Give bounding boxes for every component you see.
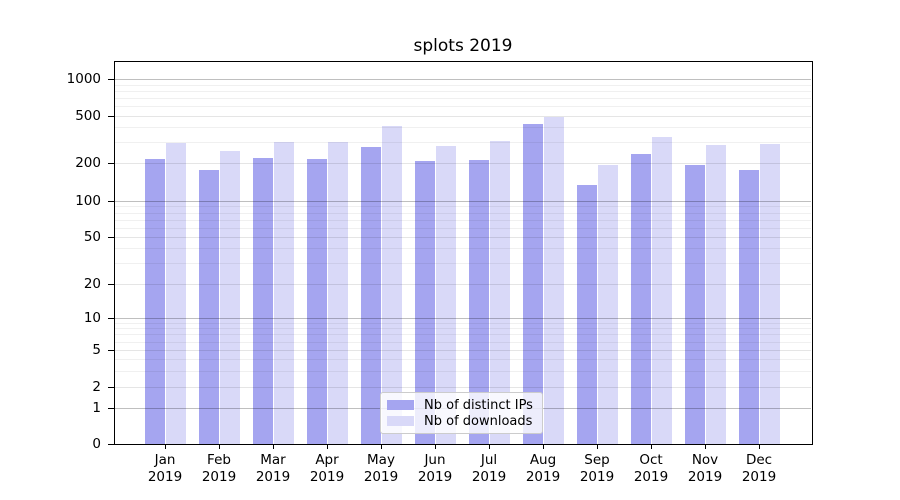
x-tick-mark-oct xyxy=(651,445,652,449)
x-tick-label-jun: Jun 2019 xyxy=(417,452,453,485)
legend-label-distinct-ips: Nb of distinct IPs xyxy=(424,397,533,413)
bar-distinct-ips-jan xyxy=(144,159,165,444)
x-tick-mark-apr xyxy=(327,445,328,449)
y-tick-label-5: 5 xyxy=(92,342,101,358)
y-tick-mark-100 xyxy=(108,201,114,202)
x-tick-mark-jun xyxy=(435,445,436,449)
x-tick-mark-feb xyxy=(219,445,220,449)
bar-distinct-ips-dec xyxy=(738,169,759,444)
y-tick-label-10: 10 xyxy=(83,310,101,326)
legend-swatch-distinct-ips xyxy=(387,400,414,410)
bar-distinct-ips-jun xyxy=(414,161,435,444)
y-tick-label-0: 0 xyxy=(92,436,101,452)
x-tick-label-nov: Nov 2019 xyxy=(687,452,723,485)
y-tick-mark-20 xyxy=(108,284,114,285)
bar-downloads-mar xyxy=(273,142,294,444)
bar-downloads-aug xyxy=(543,116,564,444)
x-tick-label-sep: Sep 2019 xyxy=(579,452,615,485)
y-tick-mark-1000 xyxy=(108,79,114,80)
bar-distinct-ips-may xyxy=(360,147,381,444)
x-tick-label-feb: Feb 2019 xyxy=(201,452,237,485)
y-tick-mark-1 xyxy=(108,408,114,409)
bar-distinct-ips-sep xyxy=(576,184,597,444)
y-tick-mark-5 xyxy=(108,350,114,351)
legend: Nb of distinct IPs Nb of downloads xyxy=(380,392,543,434)
bar-downloads-apr xyxy=(327,142,348,444)
x-tick-label-oct: Oct 2019 xyxy=(633,452,669,485)
bar-distinct-ips-mar xyxy=(252,157,273,444)
chart-title: splots 2019 xyxy=(413,36,513,56)
x-tick-mark-jul xyxy=(489,445,490,449)
bar-downloads-jul xyxy=(489,140,510,444)
y-tick-label-1: 1 xyxy=(92,400,101,416)
bar-downloads-jun xyxy=(435,145,456,444)
x-tick-label-dec: Dec 2019 xyxy=(741,452,777,485)
x-tick-mark-mar xyxy=(273,445,274,449)
bar-downloads-sep xyxy=(597,165,618,444)
x-tick-mark-dec xyxy=(759,445,760,449)
bar-distinct-ips-feb xyxy=(198,170,219,444)
x-tick-label-apr: Apr 2019 xyxy=(309,452,345,485)
bar-downloads-feb xyxy=(219,151,240,444)
bar-distinct-ips-aug xyxy=(522,123,543,444)
y-tick-label-50: 50 xyxy=(83,229,101,245)
bar-downloads-may xyxy=(381,125,402,444)
legend-label-downloads: Nb of downloads xyxy=(424,413,533,429)
bar-distinct-ips-apr xyxy=(306,159,327,444)
y-tick-mark-10 xyxy=(108,318,114,319)
bar-distinct-ips-nov xyxy=(684,164,705,444)
y-tick-mark-500 xyxy=(108,116,114,117)
y-tick-label-1000: 1000 xyxy=(66,71,101,87)
x-tick-mark-nov xyxy=(705,445,706,449)
legend-swatch-downloads xyxy=(387,416,414,426)
bar-downloads-oct xyxy=(651,137,672,444)
y-tick-mark-200 xyxy=(108,163,114,164)
bar-downloads-nov xyxy=(705,144,726,444)
y-tick-label-100: 100 xyxy=(75,193,101,209)
y-tick-label-20: 20 xyxy=(83,276,101,292)
x-tick-label-jul: Jul 2019 xyxy=(471,452,507,485)
x-tick-label-may: May 2019 xyxy=(363,452,399,485)
x-tick-label-mar: Mar 2019 xyxy=(255,452,291,485)
bar-downloads-jan xyxy=(165,143,186,444)
y-tick-mark-2 xyxy=(108,387,114,388)
x-tick-label-aug: Aug 2019 xyxy=(525,452,561,485)
y-tick-label-500: 500 xyxy=(75,108,101,124)
y-tick-mark-50 xyxy=(108,237,114,238)
x-tick-mark-jan xyxy=(165,445,166,449)
y-tick-mark-0 xyxy=(108,444,114,445)
x-tick-mark-may xyxy=(381,445,382,449)
y-tick-label-200: 200 xyxy=(75,155,101,171)
x-tick-mark-aug xyxy=(543,445,544,449)
bar-distinct-ips-oct xyxy=(630,153,651,444)
bar-downloads-dec xyxy=(759,144,780,444)
x-tick-label-jan: Jan 2019 xyxy=(147,452,183,485)
y-tick-label-2: 2 xyxy=(92,379,101,395)
legend-row-distinct-ips: Nb of distinct IPs xyxy=(387,397,536,413)
legend-row-downloads: Nb of downloads xyxy=(387,413,536,429)
bar-distinct-ips-jul xyxy=(468,159,489,444)
x-tick-mark-sep xyxy=(597,445,598,449)
